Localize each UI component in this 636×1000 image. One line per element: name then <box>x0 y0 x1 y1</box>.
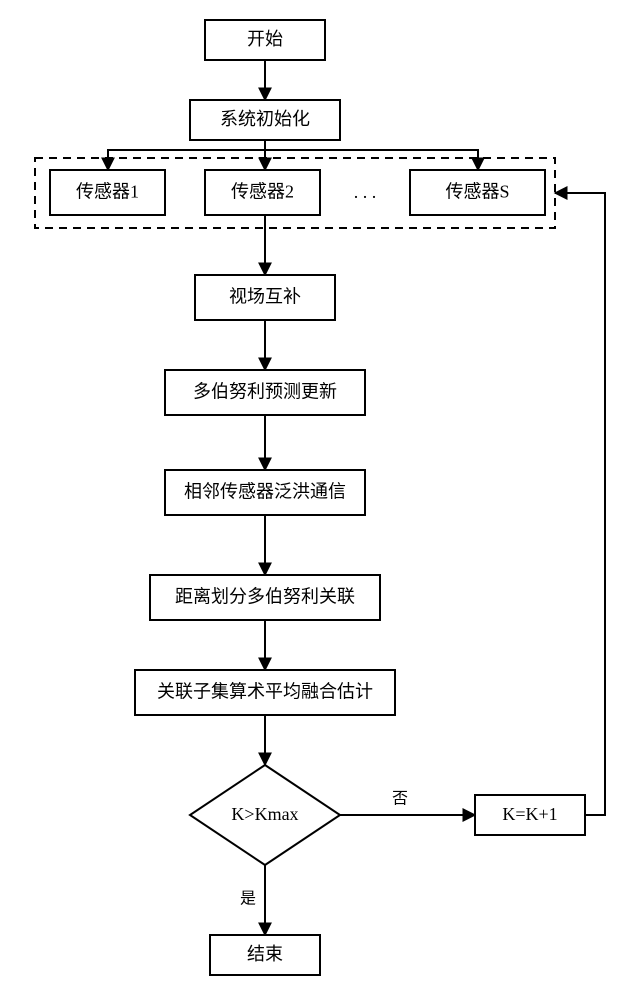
edge-fanL <box>108 150 265 170</box>
label-step3: 相邻传感器泛洪通信 <box>184 482 346 502</box>
edge-fanR <box>265 150 478 170</box>
label-dots: . . . <box>354 182 377 202</box>
label-step4: 距离划分多伯努利关联 <box>175 587 355 607</box>
flowchart: 否是 开始系统初始化传感器1 传感器2 . . . 传感器S 视场互补多伯努利预测更新相邻… <box>0 0 636 1000</box>
edge-inc_loop <box>555 193 605 815</box>
edge-label-dec_down: 是 <box>240 891 256 908</box>
label-step1: 视场互补 <box>229 287 301 307</box>
label-inc: K=K+1 <box>502 804 557 824</box>
label-sensorS: 传感器S <box>445 182 509 202</box>
label-step2: 多伯努利预测更新 <box>193 382 337 402</box>
label-end: 结束 <box>247 944 283 964</box>
label-start: 开始 <box>247 29 283 49</box>
label-decision: K>Kmax <box>231 804 298 824</box>
label-step5: 关联子集算术平均融合估计 <box>157 682 373 702</box>
label-init: 系统初始化 <box>220 109 310 129</box>
edge-label-dec_right: 否 <box>392 791 408 808</box>
label-sensor2: 传感器2 <box>231 182 294 202</box>
label-sensor1: 传感器1 <box>76 182 139 202</box>
